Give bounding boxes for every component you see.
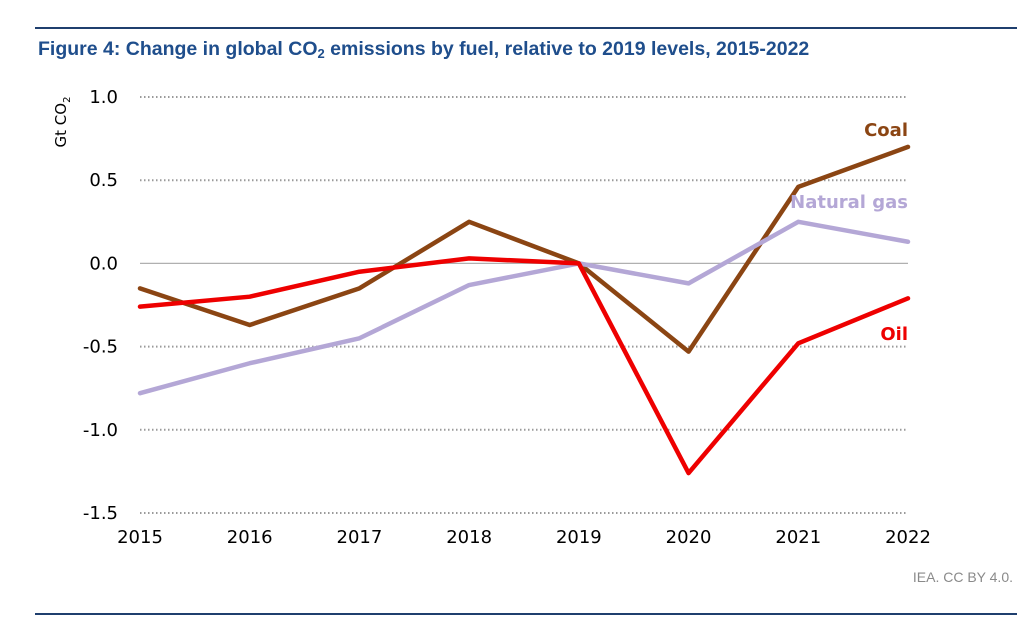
series-line-oil [137, 256, 911, 476]
title-subscript: 2 [317, 46, 325, 61]
x-tick-labels: 2015 2016 2017 2018 2019 2020 2021 2022 [117, 527, 931, 548]
y-tick-label: -1.0 [83, 420, 118, 441]
x-tick-label: 2021 [775, 527, 821, 548]
x-tick-label: 2016 [227, 527, 273, 548]
y-tick-label: -0.5 [83, 337, 118, 358]
gridlines [140, 96, 908, 514]
chart-title: Figure 4: Change in global CO2 emissions… [38, 38, 809, 61]
title-prefix: Figure 4: Change in global CO [38, 38, 318, 60]
x-tick-label: 2019 [556, 527, 602, 548]
x-tick-label: 2017 [337, 527, 383, 548]
series-label-coal: Coal [864, 120, 908, 141]
y-tick-labels: 1.0 0.5 0.0 -0.5 -1.0 -1.5 [83, 87, 118, 524]
title-suffix: emissions by fuel, relative to 2019 leve… [324, 38, 810, 60]
y-axis-label: Gt CO2 [52, 97, 73, 148]
y-axis-label-sub: 2 [62, 97, 73, 103]
series-line-coal [137, 144, 911, 354]
series-line-natural-gas [137, 219, 911, 396]
x-tick-label: 2020 [666, 527, 712, 548]
y-tick-label: -1.5 [83, 503, 118, 524]
series-label-oil: Oil [880, 324, 908, 345]
top-rule [35, 27, 1017, 29]
y-axis-label-main: Gt CO [52, 103, 70, 148]
series-labels: Coal Natural gas Oil [790, 120, 908, 345]
x-tick-label: 2022 [885, 527, 931, 548]
credit-text: IEA. CC BY 4.0. [912, 569, 1013, 585]
series-label-natural-gas: Natural gas [790, 192, 908, 213]
x-tick-label: 2015 [117, 527, 163, 548]
y-tick-label: 0.0 [89, 253, 118, 274]
y-tick-label: 1.0 [89, 87, 118, 108]
series-lines [137, 144, 911, 476]
x-tick-label: 2018 [446, 527, 492, 548]
bottom-rule [35, 613, 1017, 615]
y-tick-label: 0.5 [89, 170, 118, 191]
